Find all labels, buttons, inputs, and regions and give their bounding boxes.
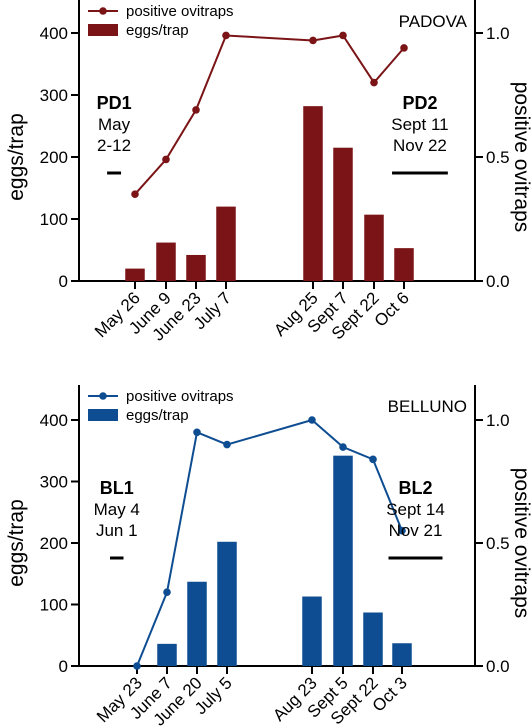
line-point — [163, 588, 171, 596]
legend-bar-swatch — [88, 24, 118, 36]
line-point — [222, 31, 230, 40]
legend-label: eggs/trap — [126, 22, 189, 39]
y-tick-label: 0 — [59, 272, 68, 291]
y2-axis-label: positive ovitraps — [510, 468, 532, 619]
y-tick-label: 200 — [40, 148, 68, 167]
chart-belluno: 0 100 200 300 400 0.0 0.5 1.0 eggs/trap positive … — [5, 385, 532, 727]
site-label: BELLUNO — [388, 397, 467, 416]
line-point — [339, 31, 347, 40]
y-tick-label: 100 — [40, 210, 68, 229]
line-point — [400, 44, 408, 52]
y-tick-label: 400 — [40, 411, 68, 430]
line-point — [369, 455, 377, 464]
line-point — [309, 36, 317, 45]
period-name: PD2 — [402, 93, 437, 113]
line-positive-ovitraps — [134, 34, 405, 195]
period-end: Nov 21 — [389, 521, 443, 540]
period-end: Nov 22 — [393, 136, 447, 155]
site-label: PADOVA — [399, 12, 468, 31]
period-name: PD1 — [97, 93, 132, 113]
line-point — [308, 416, 316, 424]
bar — [187, 581, 207, 666]
period-name: BL2 — [398, 478, 432, 498]
y2-tick-label: 0.5 — [486, 148, 510, 167]
legend-label: positive ovitraps — [126, 3, 234, 20]
period-end: Jun 1 — [96, 521, 138, 540]
y-tick-label: 400 — [40, 24, 68, 43]
line-point — [162, 155, 170, 164]
period-start: Sept 14 — [386, 500, 445, 519]
legend-label: positive ovitraps — [126, 388, 234, 405]
line-point — [193, 428, 201, 437]
legend-line-marker — [99, 7, 107, 15]
line-point — [131, 190, 139, 198]
bar — [364, 214, 384, 281]
y-tick-label: 300 — [40, 86, 68, 105]
bar — [333, 147, 353, 281]
chart-padova: 0 100 200 300 400 0.0 0.5 1.0 eggs/trap positive … — [5, 0, 532, 345]
bar — [302, 596, 322, 666]
legend-line-marker — [99, 392, 107, 400]
bar — [303, 106, 323, 281]
line-point — [223, 440, 231, 449]
y-tick-label: 200 — [40, 534, 68, 553]
bar — [157, 643, 177, 666]
bar — [363, 612, 383, 666]
x-tick-label: Oct 6 — [371, 288, 413, 330]
line-point — [192, 106, 200, 114]
y2-tick-label: 0.0 — [486, 657, 510, 676]
bar — [156, 242, 176, 281]
y2-tick-label: 0.0 — [486, 272, 510, 291]
y-tick-label: 100 — [40, 596, 68, 615]
period-end: 2-12 — [97, 136, 131, 155]
y-axis-label: eggs/trap — [5, 499, 28, 587]
bar — [333, 455, 353, 666]
line-point — [339, 443, 347, 451]
y-tick-label: 0 — [59, 657, 68, 676]
bar — [186, 254, 206, 281]
y2-tick-label: 1.0 — [486, 411, 510, 430]
line-point — [133, 662, 141, 670]
y-tick-label: 300 — [40, 473, 68, 492]
bar — [392, 643, 412, 666]
x-tick-label: Oct 3 — [369, 673, 411, 715]
legend-label: eggs/trap — [126, 407, 189, 424]
bar — [217, 541, 237, 666]
y2-tick-label: 0.5 — [486, 534, 510, 553]
y-axis-label: eggs/trap — [5, 113, 28, 201]
line-point — [398, 526, 406, 535]
bar — [125, 268, 145, 281]
line-point — [370, 78, 378, 87]
y2-tick-label: 1.0 — [486, 24, 510, 43]
line-positive-ovitraps — [136, 418, 403, 667]
period-name: BL1 — [100, 478, 134, 498]
legend-bar-swatch — [88, 409, 118, 421]
bar — [216, 206, 236, 281]
period-start: Sept 11 — [391, 115, 448, 134]
y2-axis-label: positive ovitraps — [510, 82, 532, 233]
period-start: May — [98, 115, 131, 134]
period-start: May 4 — [94, 500, 140, 519]
bar — [394, 248, 414, 281]
